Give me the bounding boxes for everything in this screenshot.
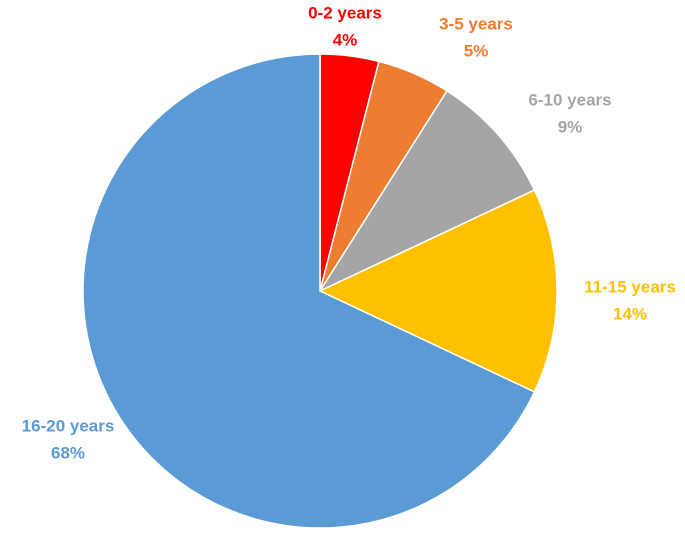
slice-value-label: 9% <box>558 117 583 136</box>
slice-value-label: 68% <box>51 443 85 462</box>
pie-slice <box>317 89 536 293</box>
slice-category-label: 3-5 years <box>439 14 513 33</box>
pie-slice <box>82 53 536 529</box>
slice-category-label: 6-10 years <box>528 90 611 109</box>
pie-slice <box>318 189 558 393</box>
slice-value-label: 5% <box>464 41 489 60</box>
slice-category-label: 16-20 years <box>22 416 115 435</box>
slice-category-label: 11-15 years <box>584 277 676 296</box>
slice-value-label: 4% <box>333 30 358 49</box>
slice-value-label: 14% <box>613 304 647 323</box>
slice-category-label: 0-2 years <box>308 3 382 22</box>
